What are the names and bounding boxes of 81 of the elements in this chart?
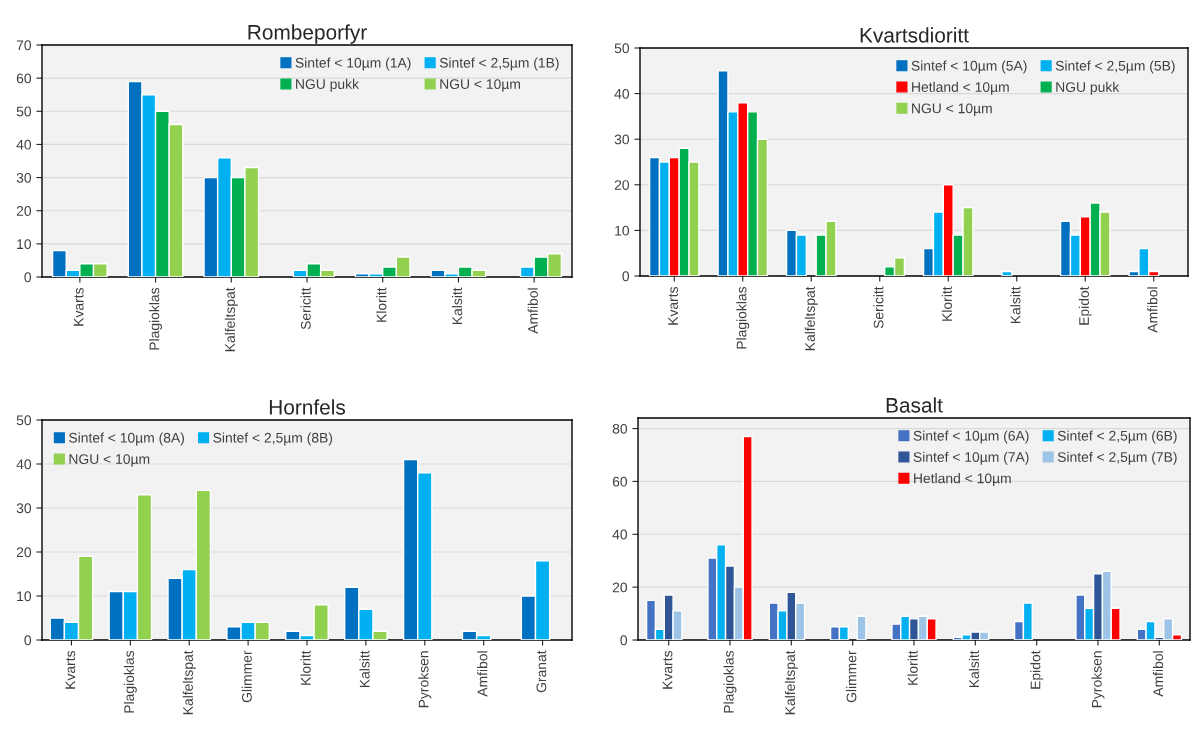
legend-label: NGU < 10µm <box>440 79 520 92</box>
y-tick-label: 10 <box>17 591 32 602</box>
x-tick-label: Kloritt <box>376 287 387 322</box>
y-tick-label: 80 <box>612 423 628 434</box>
y-tick-label: 70 <box>16 40 32 51</box>
x-tick-label: Kvarts <box>668 286 678 325</box>
x-tick-label: Pyroksen <box>418 651 432 708</box>
x-tick-label: Amfibol <box>527 288 538 334</box>
chart-title: Basalt <box>886 397 943 413</box>
y-tick-label: 60 <box>612 476 628 487</box>
y-tick-label: 60 <box>16 73 32 84</box>
legend-label: Sintef < 10µm (8A) <box>69 432 184 446</box>
y-tick-label: 40 <box>612 529 628 540</box>
x-tick-label: Plagioklas <box>723 650 737 713</box>
y-tick-label: 40 <box>614 88 630 99</box>
legend-label: Sintef < 2,5µm (6B) <box>1057 430 1177 444</box>
x-tick-label: Kvarts <box>65 650 76 689</box>
bar <box>1001 270 1013 276</box>
x-tick-label: Kalsitt <box>1010 286 1021 324</box>
x-tick-label: Kalfeltspat <box>784 650 798 715</box>
x-tick-label: Kalsitt <box>451 287 463 325</box>
y-tick-label: 0 <box>622 271 630 282</box>
y-tick-label: 0 <box>620 635 628 646</box>
x-tick-label: Glimmer <box>846 650 857 703</box>
y-tick-label: 20 <box>612 582 628 593</box>
chart-title: Kvartsdioritt <box>860 27 969 43</box>
x-tick-label: Kalsitt <box>968 650 980 688</box>
x-tick-label: Kalfeltspat <box>804 286 818 351</box>
x-tick-label: Plagioklas <box>736 286 750 349</box>
y-tick-label: 30 <box>16 503 32 514</box>
x-tick-label: Kloritt <box>907 650 918 685</box>
y-tick-label: 10 <box>17 239 32 250</box>
legend-label: NGU < 10µm <box>912 103 992 117</box>
x-tick-label: Kalsitt <box>359 650 370 688</box>
legend-label: Sintef < 2,5µm (7B) <box>1057 451 1177 465</box>
legend-label: Sintef < 10µm (1A) <box>295 57 411 71</box>
y-tick-label: 30 <box>614 134 630 145</box>
x-tick-label: Kalfeltspat <box>182 650 196 715</box>
legend-label: Sintef < 2,5µm (1B) <box>439 57 559 71</box>
chart-title: Rombeporfyr <box>248 24 367 44</box>
y-tick-label: 0 <box>24 635 32 646</box>
x-tick-label: Sericitt <box>300 287 311 330</box>
legend-label: NGU pukk <box>1056 81 1120 95</box>
x-tick-label: Amfibol <box>477 651 488 697</box>
x-tick-label: Kvarts <box>73 287 84 326</box>
legend-label: NGU pukk <box>296 78 360 92</box>
y-tick-label: 50 <box>16 106 32 117</box>
legend-label: Sintef < 2,5µm (5B) <box>1055 60 1175 74</box>
y-tick-label: 20 <box>16 547 32 558</box>
x-tick-label: Plagioklas <box>123 650 137 713</box>
y-tick-label: 20 <box>614 180 630 190</box>
legend-label: Hetland < 10µm <box>912 81 1009 95</box>
x-tick-label: Plagioklas <box>149 287 163 350</box>
y-tick-label: 30 <box>16 172 32 183</box>
chart-title: Hornfels <box>269 399 346 415</box>
legend-label: Sintef < 10µm (6A) <box>913 430 1029 444</box>
y-tick-label: 40 <box>16 459 32 470</box>
x-tick-label: Granat <box>536 650 547 693</box>
x-tick-label: Sericitt <box>873 286 884 329</box>
x-tick-label: Epidot <box>1030 650 1044 689</box>
y-tick-label: 50 <box>16 415 32 426</box>
x-tick-label: Pyroksen <box>1091 651 1105 708</box>
x-tick-label: Kalfeltspat <box>224 287 238 352</box>
y-tick-label: 20 <box>16 206 32 216</box>
x-tick-label: Amfibol <box>1152 651 1164 697</box>
legend-label: NGU < 10µm <box>69 454 150 467</box>
legend-label: Sintef < 10µm (5A) <box>911 60 1027 74</box>
legend-label: Sintef < 10µm (7A) <box>913 451 1029 465</box>
x-tick-label: Kvarts <box>662 650 673 689</box>
x-tick-label: Kloritt <box>941 286 952 321</box>
y-tick-label: 0 <box>24 272 32 283</box>
x-tick-label: Epidot <box>1078 286 1092 325</box>
y-tick-label: 50 <box>614 43 630 54</box>
bar <box>856 615 867 640</box>
x-tick-label: Kloritt <box>300 650 311 685</box>
x-tick-label: Amfibol <box>1147 287 1158 333</box>
x-tick-label: Glimmer <box>241 650 252 703</box>
legend-label: Hetland < 10µm <box>914 473 1011 487</box>
legend-label: Sintef < 2,5µm (8B) <box>213 432 333 446</box>
y-tick-label: 40 <box>16 139 32 150</box>
y-tick-label: 10 <box>615 225 630 236</box>
